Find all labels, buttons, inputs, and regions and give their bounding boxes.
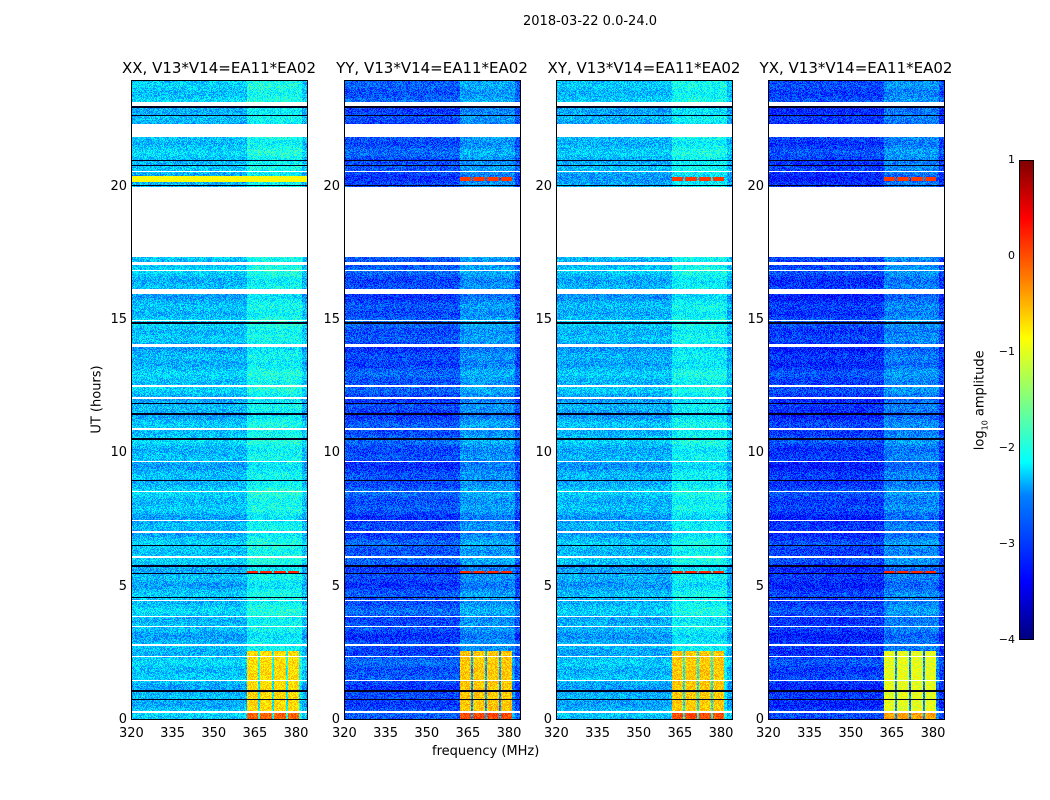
y-tick-label: 0 bbox=[331, 712, 340, 727]
heatmap-xy bbox=[556, 80, 733, 720]
x-tick-label: 350 bbox=[626, 726, 652, 741]
colorbar-tick-label: −2 bbox=[998, 441, 1015, 454]
figure-title: 2018-03-22 0.0-24.0 bbox=[523, 14, 657, 29]
x-tick-label: 335 bbox=[160, 726, 185, 741]
colorbar-label-rest: amplitude bbox=[972, 350, 988, 421]
y-tick-label: 20 bbox=[747, 178, 764, 194]
x-tick-label: 350 bbox=[838, 726, 864, 741]
y-tick-label: 5 bbox=[543, 578, 552, 594]
y-tick-label: 5 bbox=[755, 578, 764, 594]
y-tick-label: 0 bbox=[543, 712, 552, 727]
x-tick-label: 365 bbox=[242, 726, 268, 741]
x-tick-label: 335 bbox=[797, 726, 822, 741]
heatmap-xx bbox=[131, 80, 308, 720]
x-tick-label: 365 bbox=[667, 726, 693, 741]
colorbar-tick-label: −4 bbox=[998, 633, 1015, 646]
x-tick-label: 365 bbox=[879, 726, 905, 741]
y-tick-label: 15 bbox=[535, 312, 552, 327]
colorbar-label: log10 amplitude bbox=[973, 340, 990, 460]
colorbar-tick-label: −1 bbox=[998, 345, 1015, 358]
y-tick-label: 20 bbox=[323, 178, 340, 194]
panel-title: XY, V13*V14=EA11*EA02 bbox=[547, 59, 741, 77]
x-tick-label: 380 bbox=[283, 726, 309, 741]
x-tick-label: 350 bbox=[414, 726, 440, 741]
y-tick-label: 20 bbox=[110, 178, 127, 194]
colorbar bbox=[1019, 160, 1034, 640]
x-tick-label: 320 bbox=[756, 726, 781, 741]
x-tick-label: 335 bbox=[373, 726, 398, 741]
y-tick-label: 10 bbox=[747, 445, 764, 461]
y-tick-label: 5 bbox=[331, 578, 340, 594]
heatmap-yx bbox=[768, 80, 945, 720]
y-tick-label: 0 bbox=[118, 712, 127, 727]
y-tick-label: 20 bbox=[535, 178, 552, 194]
panel-title: XX, V13*V14=EA11*EA02 bbox=[121, 59, 316, 77]
y-tick-label: 15 bbox=[747, 312, 764, 327]
x-tick-label: 335 bbox=[585, 726, 610, 741]
y-axis-label: UT (hours) bbox=[89, 365, 105, 434]
colorbar-tick-label: −3 bbox=[998, 537, 1015, 550]
x-axis-label: frequency (MHz) bbox=[432, 744, 540, 759]
y-tick-label: 15 bbox=[323, 312, 340, 327]
y-tick-label: 5 bbox=[118, 578, 127, 594]
y-tick-label: 0 bbox=[755, 712, 764, 727]
y-tick-label: 15 bbox=[110, 312, 127, 327]
colorbar-tick-label: 1 bbox=[1008, 153, 1015, 166]
y-tick-label: 10 bbox=[110, 445, 127, 461]
panel-title: YY, V13*V14=EA11*EA02 bbox=[336, 59, 528, 77]
x-tick-label: 380 bbox=[920, 726, 946, 741]
colorbar-label-sub: 10 bbox=[980, 420, 990, 431]
colorbar-tick-label: 0 bbox=[1008, 249, 1015, 262]
panel-title: YX, V13*V14=EA11*EA02 bbox=[759, 59, 953, 77]
x-tick-label: 365 bbox=[455, 726, 481, 741]
x-tick-label: 380 bbox=[708, 726, 734, 741]
x-tick-label: 320 bbox=[544, 726, 569, 741]
x-tick-label: 350 bbox=[201, 726, 227, 741]
x-tick-label: 380 bbox=[496, 726, 522, 741]
x-tick-label: 320 bbox=[119, 726, 144, 741]
heatmap-yy bbox=[344, 80, 521, 720]
y-tick-label: 10 bbox=[535, 445, 552, 461]
colorbar-label-main: log bbox=[972, 430, 988, 451]
y-tick-label: 10 bbox=[323, 445, 340, 461]
x-tick-label: 320 bbox=[332, 726, 357, 741]
